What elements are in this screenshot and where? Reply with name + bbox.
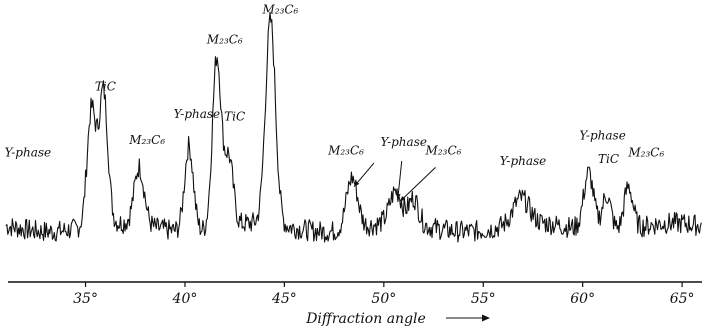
x-axis-title: Diffraction angle — [305, 311, 426, 327]
annotation-arrow — [397, 160, 403, 200]
annotation-arrowhead — [354, 180, 360, 187]
x-tick-label: 65° — [670, 291, 695, 307]
peak-label: M₂₃C₆ — [327, 144, 364, 158]
peak-label: Y-phase — [380, 135, 426, 149]
peak-label: TiC — [95, 79, 116, 93]
x-tick-label: 40° — [172, 291, 198, 307]
peak-label: TiC — [598, 152, 619, 166]
annotation-arrows — [353, 160, 436, 202]
peak-label: Y-phase — [174, 107, 220, 121]
x-tick-label: 45° — [271, 291, 297, 307]
annotation-arrow — [399, 167, 436, 202]
peak-label: Y-phase — [579, 129, 625, 143]
x-axis-ticks: 35° 40° 45° 50° 55° 60° 65° — [73, 282, 695, 307]
peak-label: M₂₃C₆ — [261, 2, 298, 16]
peak-label: TiC — [224, 109, 245, 123]
peak-label: M₂₃C₆ — [128, 133, 165, 147]
diffraction-pattern-line — [5, 11, 702, 243]
peak-labels: Y-phaseTiCM₂₃C₆Y-phaseM₂₃C₆TiCM₂₃C₆M₂₃C₆… — [5, 2, 665, 168]
annotation-arrowhead — [395, 193, 401, 200]
peak-label: M₂₃C₆ — [627, 146, 664, 160]
x-tick-label: 55° — [471, 291, 496, 307]
peak-label: M₂₃C₆ — [206, 32, 243, 46]
x-tick-label: 50° — [371, 291, 396, 307]
x-tick-label: 60° — [570, 291, 595, 307]
annotation-arrowhead — [399, 196, 406, 202]
peak-label: Y-phase — [500, 154, 546, 168]
x-tick-label: 35° — [73, 291, 98, 307]
peak-label: Y-phase — [5, 146, 51, 160]
peak-label: M₂₃C₆ — [425, 144, 462, 158]
x-axis-title-arrowhead — [482, 314, 490, 322]
